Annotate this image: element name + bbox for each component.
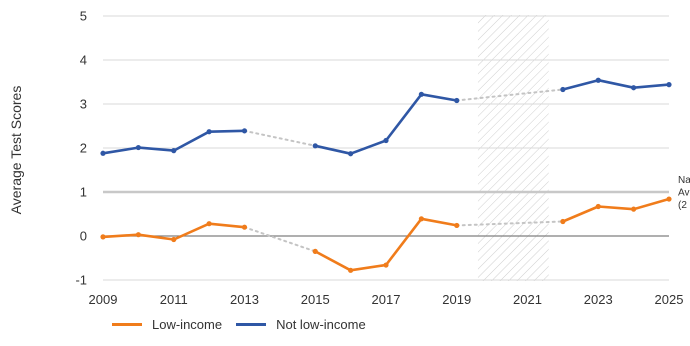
y-tick-label: 2: [80, 141, 87, 156]
x-tick-label: 2017: [372, 292, 401, 307]
data-point-low-income: [241, 224, 248, 230]
x-tick-label: 2013: [230, 292, 259, 307]
data-point-low-income: [135, 232, 141, 238]
data-point-not-low-income: [418, 91, 424, 97]
gap-connector: [243, 129, 317, 147]
data-point-not-low-income: [100, 150, 106, 156]
data-point-low-income: [383, 262, 389, 268]
data-point-not-low-income: [454, 97, 460, 104]
x-tick-label: 2019: [442, 292, 471, 307]
data-point-not-low-income: [241, 128, 248, 134]
data-point-low-income: [595, 203, 601, 210]
data-point-low-income: [666, 196, 672, 202]
series-line-not-low-income: [561, 78, 671, 91]
x-tick-label: 2015: [301, 292, 330, 307]
y-axis-label: Average Test Scores: [8, 86, 24, 215]
gap-connector: [455, 220, 564, 227]
gap-connector: [455, 88, 564, 102]
legend-label-not-low-income: Not low-income: [276, 317, 366, 332]
legend-swatch-low-income: [112, 323, 142, 326]
x-tick-label: 2023: [584, 292, 613, 307]
legend-item-not-low-income: Not low-income: [236, 317, 366, 332]
legend-swatch-not-low-income: [236, 323, 267, 326]
legend-label-low-income: Low-income: [152, 317, 223, 332]
y-tick-label: 3: [80, 97, 87, 112]
y-tick-label: 1: [80, 185, 87, 200]
data-point-not-low-income: [171, 148, 177, 154]
data-point-low-income: [631, 206, 637, 212]
data-point-not-low-income: [595, 77, 601, 83]
y-tick-label: 0: [80, 229, 87, 244]
reference-line-label: (2: [678, 200, 687, 211]
data-point-low-income: [560, 218, 566, 225]
data-point-not-low-income: [312, 143, 318, 149]
legend-item-low-income: Low-income: [112, 317, 222, 332]
data-point-not-low-income: [135, 144, 141, 151]
data-point-not-low-income: [560, 86, 566, 93]
data-point-not-low-income: [348, 151, 354, 157]
data-point-low-income: [100, 234, 106, 240]
data-point-low-income: [454, 222, 460, 229]
data-point-not-low-income: [206, 129, 212, 135]
x-tick-label: 2011: [160, 292, 188, 307]
data-point-low-income: [206, 221, 212, 227]
legend: Low-income Not low-income: [112, 317, 380, 332]
data-point-not-low-income: [631, 85, 637, 91]
gap-connector: [243, 226, 317, 253]
data-point-low-income: [418, 216, 424, 222]
line-chart: 2009 2011 2013 2015 2017 2019 2021 2023 2025 5 4 3…: [8, 9, 690, 308]
x-tick-label: 2009: [89, 292, 118, 307]
data-point-low-income: [348, 267, 354, 273]
x-tick-label: 2025: [655, 292, 684, 307]
reference-line-label: Na: [678, 175, 690, 186]
reference-line-label: Av: [678, 188, 690, 199]
data-point-not-low-income: [666, 82, 672, 88]
data-point-low-income: [312, 248, 318, 254]
data-point-not-low-income: [383, 137, 389, 144]
y-tick-label: 5: [80, 9, 87, 24]
series-line-not-low-income: [313, 93, 459, 155]
data-point-low-income: [171, 236, 177, 243]
y-tick-label: -1: [75, 273, 87, 288]
y-tick-label: 4: [80, 53, 87, 68]
series-line-low-income: [561, 197, 671, 223]
x-tick-label: 2021: [513, 292, 542, 307]
